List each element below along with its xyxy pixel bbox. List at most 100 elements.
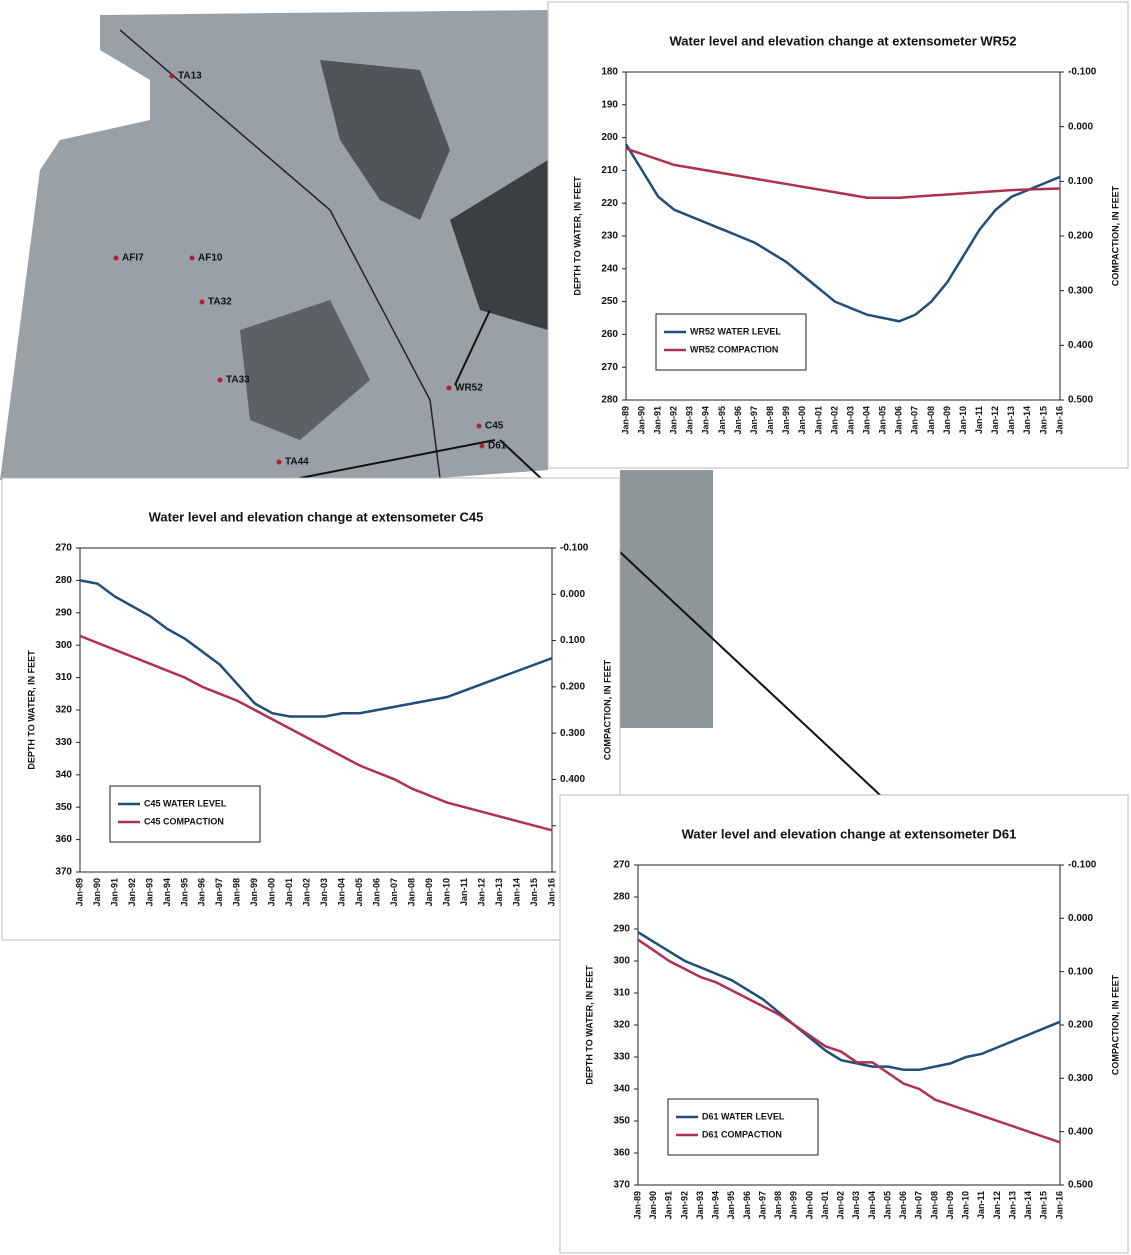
x-tick-label: Jan-93 bbox=[144, 878, 154, 907]
x-tick-label: Jan-03 bbox=[845, 406, 855, 435]
x-tick-label: Jan-91 bbox=[653, 406, 663, 435]
y-tick-label: 270 bbox=[601, 362, 618, 373]
y-tick-label: 290 bbox=[613, 924, 630, 935]
x-tick-label: Jan-15 bbox=[1039, 1191, 1049, 1220]
chart-title: Water level and elevation change at exte… bbox=[682, 826, 1017, 841]
x-tick-label: Jan-92 bbox=[127, 878, 137, 907]
x-tick-label: Jan-12 bbox=[476, 878, 486, 907]
y2-tick-label: 0.300 bbox=[1068, 285, 1093, 296]
x-tick-label: Jan-16 bbox=[546, 878, 556, 907]
x-tick-label: Jan-04 bbox=[867, 1191, 877, 1220]
x-tick-label: Jan-14 bbox=[511, 878, 521, 907]
y-tick-label: 310 bbox=[613, 988, 630, 999]
x-tick-label: Jan-90 bbox=[648, 1191, 658, 1220]
map-point bbox=[480, 444, 485, 449]
legend-label: WR52 WATER LEVEL bbox=[690, 326, 781, 336]
x-tick-label: Jan-08 bbox=[407, 878, 417, 907]
y2-tick-label: 0.400 bbox=[560, 774, 585, 785]
y-tick-label: 190 bbox=[601, 99, 618, 110]
x-tick-label: Jan-12 bbox=[992, 1191, 1002, 1220]
y2-tick-label: 0.400 bbox=[1068, 1126, 1093, 1137]
x-tick-label: Jan-90 bbox=[636, 406, 646, 435]
map-label: TA33 bbox=[226, 375, 250, 386]
x-tick-label: Jan-10 bbox=[958, 406, 968, 435]
x-tick-label: Jan-94 bbox=[701, 406, 711, 435]
map-label: WR52 bbox=[455, 383, 483, 394]
y-tick-label: 370 bbox=[613, 1180, 630, 1191]
x-tick-label: Jan-14 bbox=[1022, 406, 1032, 435]
x-tick-label: Jan-97 bbox=[757, 1191, 767, 1220]
map-label: TA32 bbox=[208, 297, 232, 308]
y2-tick-label: 0.000 bbox=[1068, 121, 1093, 132]
x-tick-label: Jan-14 bbox=[1023, 1191, 1033, 1220]
x-tick-label: Jan-01 bbox=[284, 878, 294, 907]
y2-tick-label: 0.000 bbox=[560, 589, 585, 600]
x-tick-label: Jan-04 bbox=[861, 406, 871, 435]
x-tick-label: Jan-00 bbox=[804, 1191, 814, 1220]
x-tick-label: Jan-03 bbox=[319, 878, 329, 907]
x-tick-label: Jan-99 bbox=[781, 406, 791, 435]
x-tick-label: Jan-89 bbox=[620, 406, 630, 435]
y-tick-label: 270 bbox=[613, 860, 630, 871]
x-tick-label: Jan-96 bbox=[197, 878, 207, 907]
legend-label: D61 WATER LEVEL bbox=[702, 1111, 785, 1121]
x-tick-label: Jan-96 bbox=[733, 406, 743, 435]
x-tick-label: Jan-06 bbox=[894, 406, 904, 435]
y-tick-label: 270 bbox=[55, 543, 72, 554]
x-tick-label: Jan-95 bbox=[179, 878, 189, 907]
x-tick-label: Jan-98 bbox=[773, 1191, 783, 1220]
y2-axis-label: COMPACTION, IN FEET bbox=[1110, 974, 1120, 1075]
y-tick-label: 240 bbox=[601, 263, 618, 274]
map-label: AF10 bbox=[198, 253, 223, 264]
map-point bbox=[114, 256, 119, 261]
x-tick-label: Jan-02 bbox=[829, 406, 839, 435]
y-tick-label: 210 bbox=[601, 165, 618, 176]
x-tick-label: Jan-90 bbox=[92, 878, 102, 907]
x-tick-label: Jan-97 bbox=[214, 878, 224, 907]
y-tick-label: 200 bbox=[601, 132, 618, 143]
legend-label: C45 COMPACTION bbox=[144, 816, 224, 826]
y2-axis-label: COMPACTION, IN FEET bbox=[1110, 185, 1120, 286]
x-tick-label: Jan-13 bbox=[494, 878, 504, 907]
y-tick-label: 330 bbox=[55, 737, 72, 748]
x-tick-label: Jan-97 bbox=[749, 406, 759, 435]
y2-tick-label: -0.100 bbox=[560, 543, 589, 554]
y2-tick-label: 0.500 bbox=[1068, 395, 1093, 406]
x-tick-label: Jan-02 bbox=[302, 878, 312, 907]
y-tick-label: 340 bbox=[55, 769, 72, 780]
legend-label: C45 WATER LEVEL bbox=[144, 798, 227, 808]
x-tick-label: Jan-12 bbox=[990, 406, 1000, 435]
x-tick-label: Jan-01 bbox=[820, 1191, 830, 1220]
y2-tick-label: 0.500 bbox=[1068, 1180, 1093, 1191]
x-tick-label: Jan-94 bbox=[162, 878, 172, 907]
chart-panel bbox=[2, 478, 620, 940]
map-point bbox=[190, 256, 195, 261]
map-point bbox=[170, 74, 175, 79]
y2-axis-label: COMPACTION, IN FEET bbox=[602, 659, 612, 760]
chart-panel bbox=[560, 795, 1128, 1253]
y-tick-label: 320 bbox=[613, 1020, 630, 1031]
x-tick-label: Jan-98 bbox=[765, 406, 775, 435]
map-label: TA44 bbox=[285, 457, 309, 468]
x-tick-label: Jan-07 bbox=[910, 406, 920, 435]
x-tick-label: Jan-05 bbox=[878, 406, 888, 435]
x-tick-label: Jan-94 bbox=[711, 1191, 721, 1220]
x-tick-label: Jan-15 bbox=[529, 878, 539, 907]
chart: Water level and elevation change at exte… bbox=[548, 2, 1128, 468]
x-tick-label: Jan-89 bbox=[74, 878, 84, 907]
x-tick-label: Jan-89 bbox=[632, 1191, 642, 1220]
map-label: TA13 bbox=[178, 71, 202, 82]
y-tick-label: 360 bbox=[613, 1148, 630, 1159]
x-tick-label: Jan-02 bbox=[836, 1191, 846, 1220]
x-tick-label: Jan-15 bbox=[1038, 406, 1048, 435]
x-tick-label: Jan-06 bbox=[898, 1191, 908, 1220]
legend-box bbox=[110, 786, 260, 842]
x-tick-label: Jan-16 bbox=[1054, 406, 1064, 435]
y-tick-label: 300 bbox=[613, 956, 630, 967]
chart-title: Water level and elevation change at exte… bbox=[149, 509, 484, 524]
y-tick-label: 290 bbox=[55, 607, 72, 618]
x-tick-label: Jan-91 bbox=[664, 1191, 674, 1220]
x-tick-label: Jan-11 bbox=[974, 406, 984, 434]
x-tick-label: Jan-99 bbox=[249, 878, 259, 907]
map-point bbox=[447, 386, 452, 391]
